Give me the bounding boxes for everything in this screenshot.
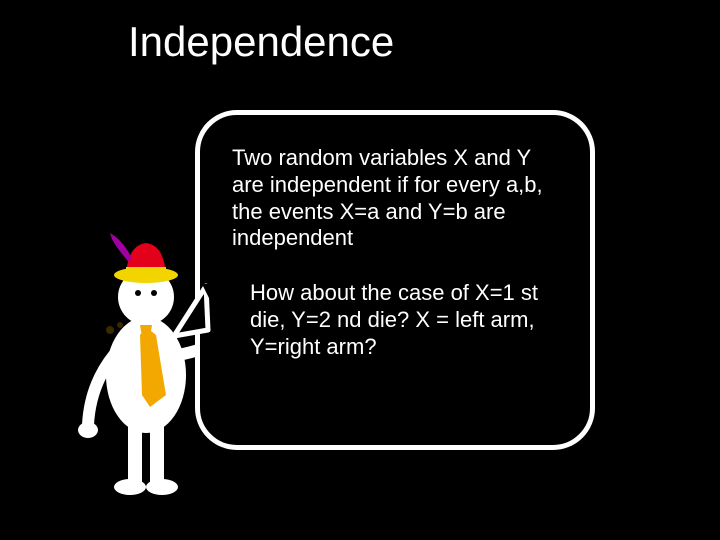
speech-bubble: Two random variables X and Y are indepen… bbox=[195, 110, 595, 450]
question-text: How about the case of X=1 st die, Y=2 nd… bbox=[250, 280, 562, 360]
slide-title: Independence bbox=[128, 18, 394, 66]
definition-text: Two random variables X and Y are indepen… bbox=[232, 145, 562, 252]
